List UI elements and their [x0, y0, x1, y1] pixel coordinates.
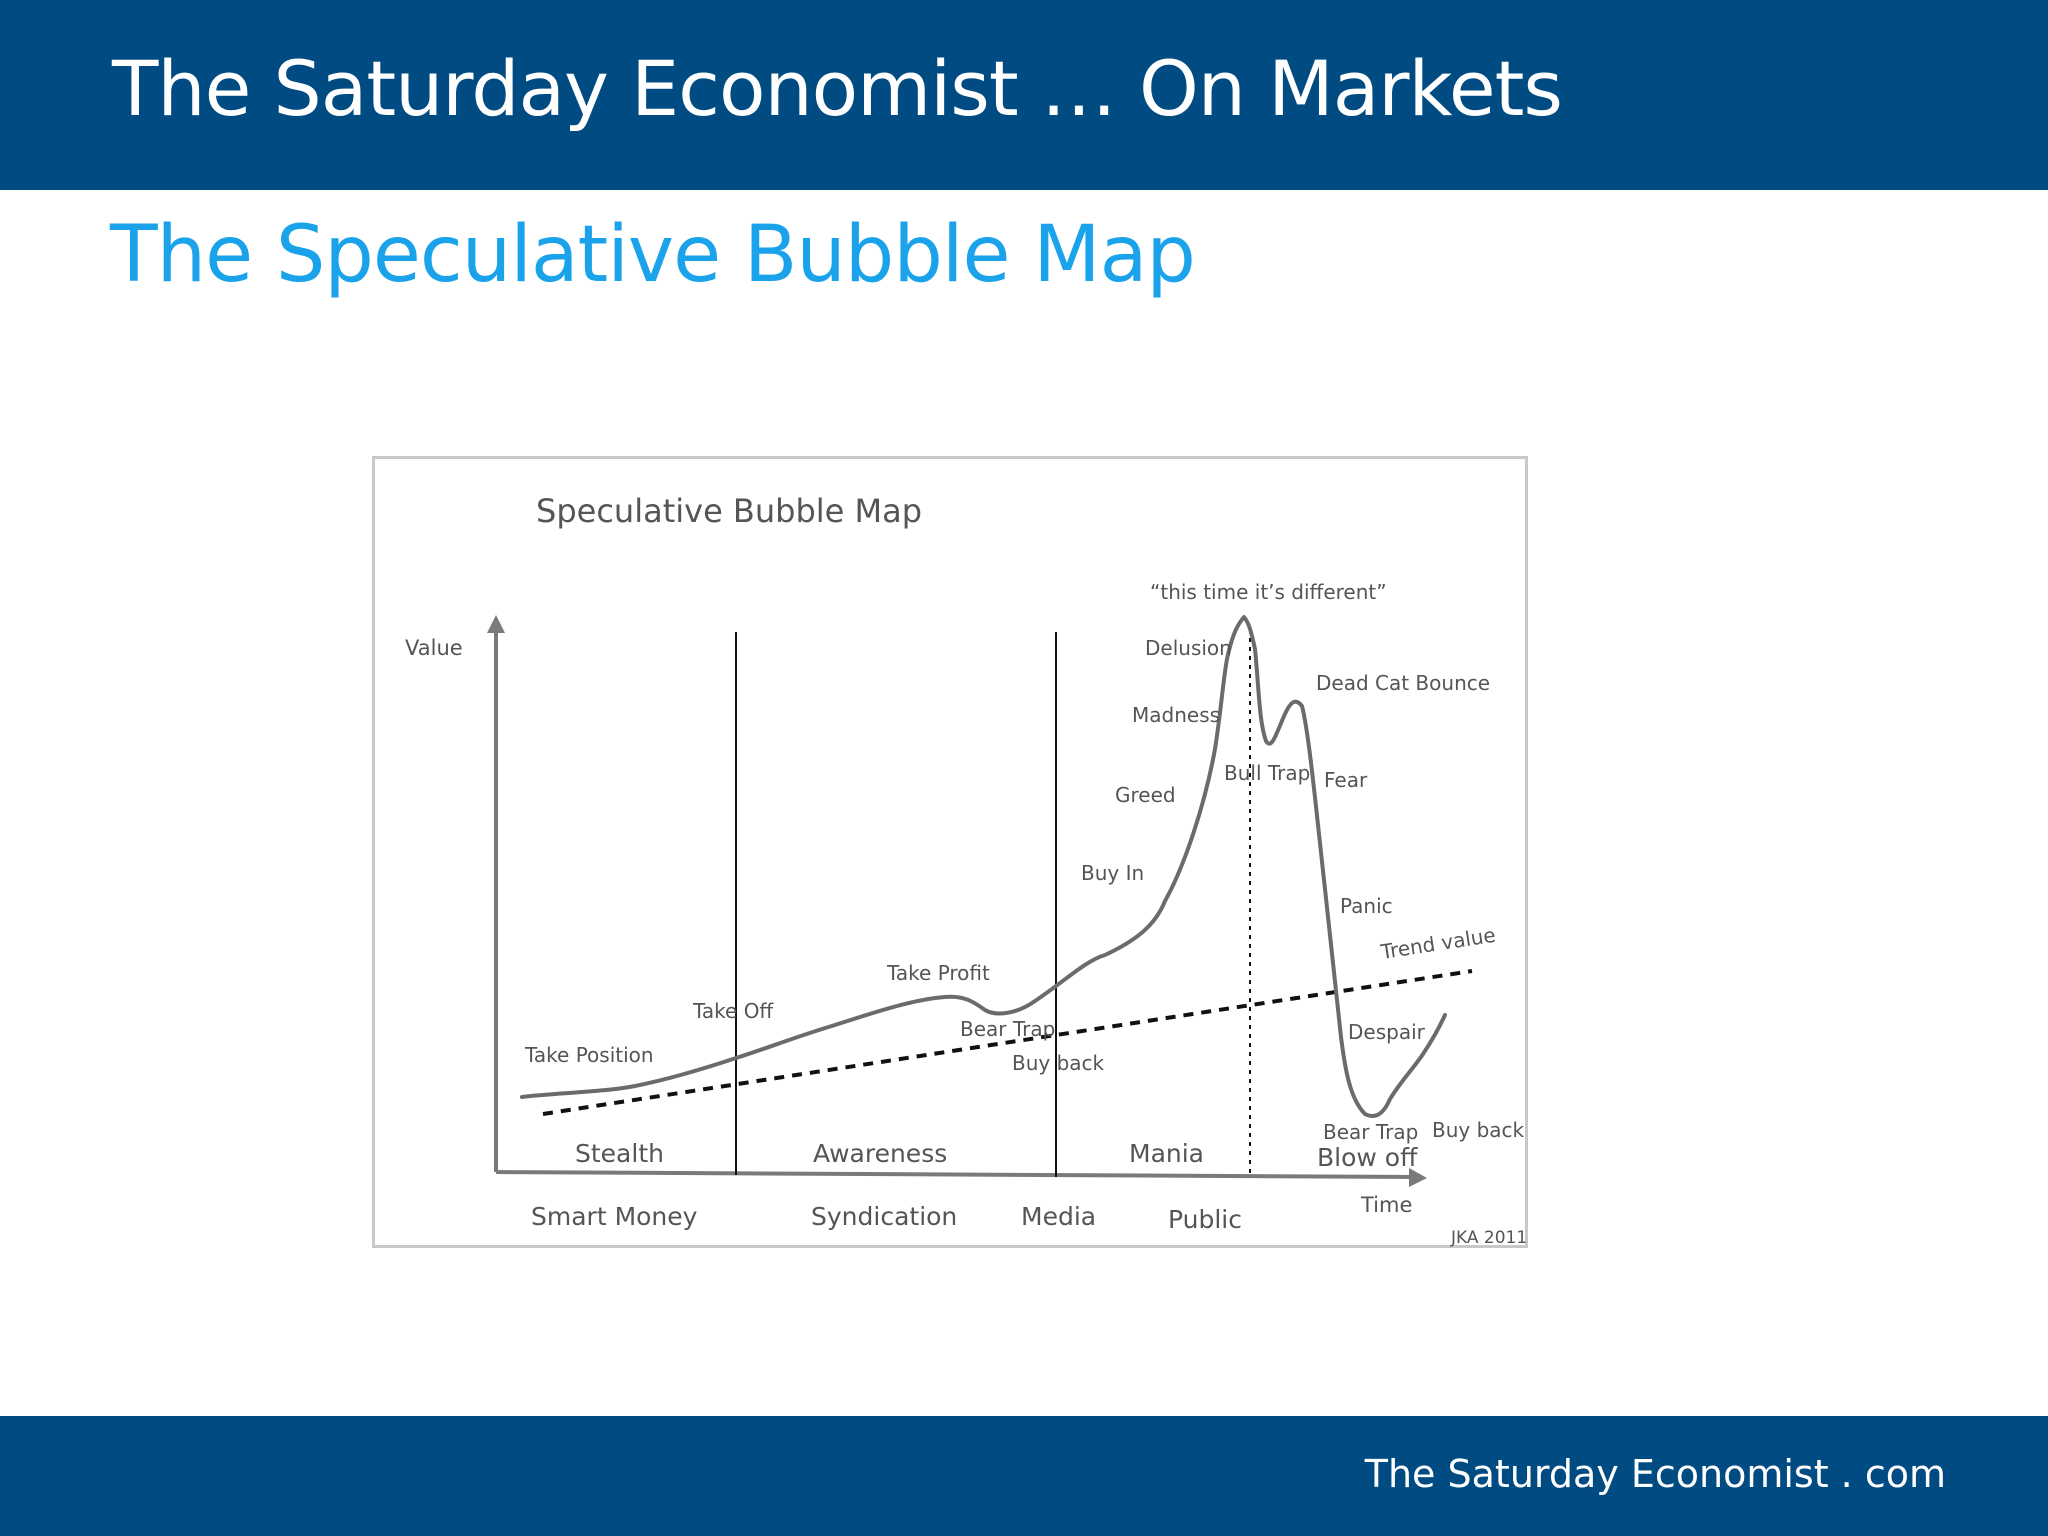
label-buy-back-2: Buy back: [1432, 1118, 1525, 1142]
bubble-map-svg: Speculative Bubble Map Value Time “this …: [405, 492, 1527, 1248]
header-bar: The Saturday Economist … On Markets: [0, 0, 2048, 190]
label-fear: Fear: [1324, 768, 1368, 792]
participant-media: Media: [1021, 1202, 1096, 1231]
label-take-off: Take Off: [692, 999, 774, 1023]
phase-mania: Mania: [1129, 1139, 1204, 1168]
label-bear-trap-1: Bear Trap: [960, 1017, 1055, 1041]
label-dead-cat-bounce: Dead Cat Bounce: [1316, 671, 1490, 695]
x-axis-label: Time: [1360, 1193, 1412, 1217]
footer-site-name: The Saturday Economist . com: [1364, 1452, 1946, 1496]
label-bull-trap: Bull Trap: [1224, 761, 1310, 785]
phase-blow-off: Blow off: [1317, 1143, 1418, 1172]
label-despair: Despair: [1348, 1020, 1426, 1044]
label-bear-trap-2: Bear Trap: [1323, 1120, 1418, 1144]
trend-value-line: [542, 969, 1473, 1116]
quote-label: “this time it’s different”: [1150, 580, 1387, 604]
phase-stealth: Stealth: [575, 1139, 664, 1168]
label-madness: Madness: [1132, 703, 1220, 727]
slide-title: The Speculative Bubble Map: [110, 210, 1196, 300]
credit-label: JKA 2011: [1450, 1228, 1527, 1248]
diagram-title: Speculative Bubble Map: [536, 492, 922, 530]
bubble-map-diagram: Speculative Bubble Map Value Time “this …: [372, 456, 1528, 1248]
label-buy-back-1: Buy back: [1012, 1051, 1105, 1075]
presentation-title: The Saturday Economist … On Markets: [112, 44, 1563, 133]
footer-bar: The Saturday Economist . com: [0, 1416, 2048, 1536]
label-delusion: Delusion: [1145, 636, 1232, 660]
participant-smart-money: Smart Money: [531, 1202, 698, 1231]
x-axis-arrowhead: [1409, 1168, 1427, 1187]
bubble-curve: [520, 615, 1447, 1119]
participant-public: Public: [1168, 1205, 1242, 1234]
label-take-position: Take Position: [524, 1043, 654, 1067]
label-buy-in: Buy In: [1081, 861, 1144, 885]
x-axis: [495, 1170, 1412, 1179]
phase-awareness: Awareness: [813, 1139, 947, 1168]
y-axis-arrowhead: [487, 615, 505, 633]
participant-syndication: Syndication: [811, 1202, 957, 1231]
label-greed: Greed: [1115, 783, 1176, 807]
label-panic: Panic: [1340, 894, 1393, 918]
label-take-profit: Take Profit: [886, 961, 990, 985]
y-axis-label: Value: [405, 636, 463, 660]
trend-value-label: Trend value: [1378, 923, 1497, 964]
